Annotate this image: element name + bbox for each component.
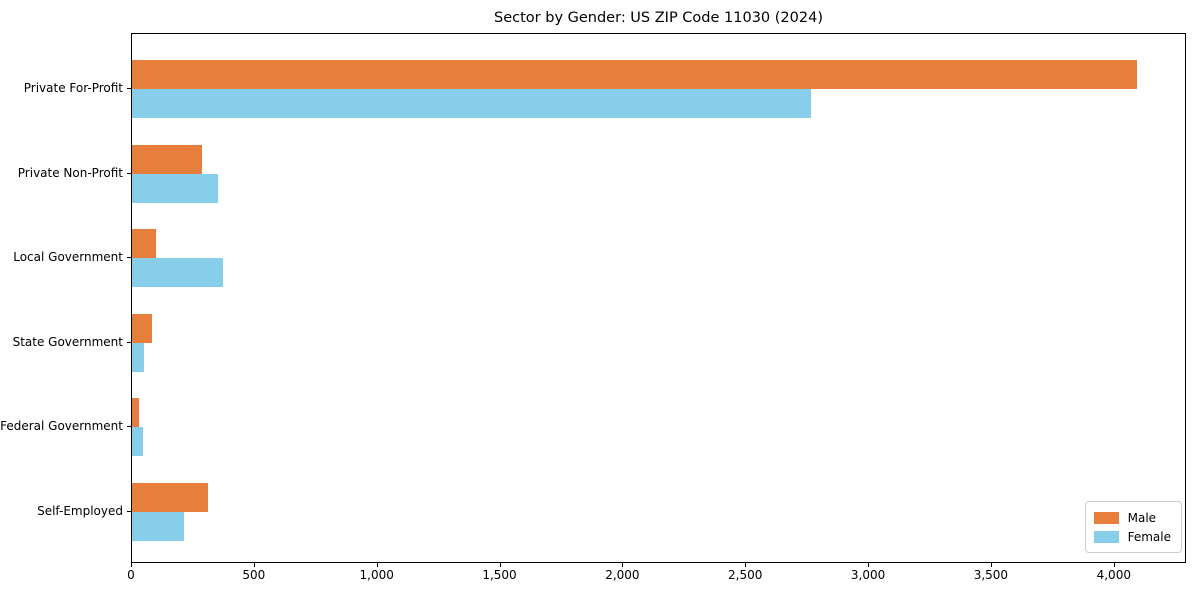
bar-female-2 (132, 173, 218, 203)
y-tick-mark (127, 341, 131, 343)
bar-female-3 (132, 258, 224, 287)
x-tick-label: 3,500 (973, 568, 1009, 582)
bar-male-3 (132, 229, 156, 258)
y-tick-mark (127, 426, 131, 427)
y-tick-mark (127, 172, 131, 174)
x-tick-label: 2,500 (728, 568, 763, 582)
x-tick-mark (253, 563, 255, 567)
y-tick-label: Federal Government (0, 419, 123, 433)
legend-swatch-male (1093, 511, 1119, 524)
x-tick-label: 4,000 (1096, 568, 1131, 582)
x-tick-label: 2,000 (605, 568, 640, 582)
x-tick-label: 500 (242, 568, 266, 582)
y-tick-label: State Government (12, 334, 123, 349)
y-tick-label: Self-Employed (37, 503, 123, 518)
plot-area: Male Female (131, 33, 1186, 563)
bar-female-4 (132, 342, 144, 372)
x-tick-mark (1113, 563, 1115, 567)
y-tick-label: Private For-Profit (23, 81, 123, 95)
bar-male-1 (132, 60, 1137, 89)
x-tick-mark (622, 563, 624, 567)
legend-swatch-female (1093, 530, 1119, 543)
x-tick-label: 3,000 (850, 568, 886, 582)
x-tick-mark (868, 563, 870, 567)
bar-female-1 (132, 89, 812, 118)
x-tick-mark (745, 563, 747, 567)
x-tick-mark (131, 563, 132, 567)
bar-female-5 (132, 427, 143, 456)
y-tick-label: Local Government (13, 250, 123, 264)
x-tick-mark (499, 563, 501, 567)
chart-title: Sector by Gender: US ZIP Code 11030 (202… (494, 10, 823, 26)
x-tick-mark (990, 563, 992, 567)
legend-label-female: Female (1127, 529, 1171, 544)
bar-male-5 (132, 398, 140, 427)
y-tick-mark (127, 88, 131, 89)
legend-label-male: Male (1127, 510, 1157, 525)
bar-female-6 (132, 511, 185, 541)
x-tick-label: 1,500 (482, 568, 517, 582)
x-tick-label: 0 (127, 568, 135, 582)
x-tick-mark (376, 563, 378, 567)
x-tick-label: 1,000 (359, 568, 394, 582)
y-tick-mark (127, 257, 131, 258)
legend-entry-female: Female (1093, 527, 1171, 546)
y-tick-mark (127, 510, 131, 512)
bar-male-2 (132, 144, 202, 174)
legend: Male Female (1084, 501, 1182, 553)
legend-entry-male: Male (1093, 508, 1171, 527)
bar-male-6 (132, 482, 209, 512)
bar-male-4 (132, 313, 153, 343)
y-tick-label: Private Non-Profit (17, 165, 123, 180)
